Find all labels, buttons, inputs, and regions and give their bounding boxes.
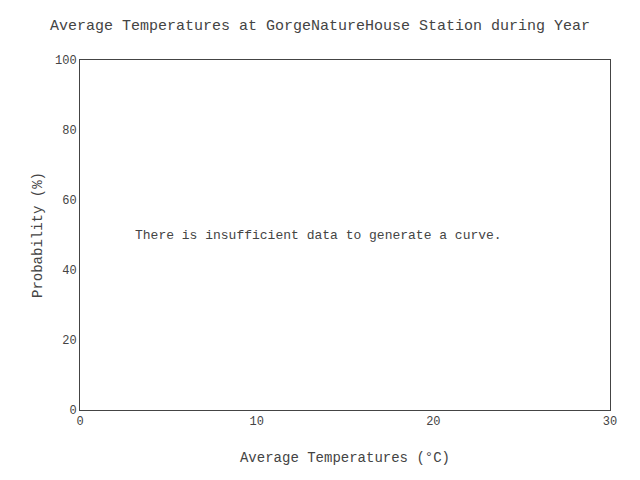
svg-text:20: 20 [426,415,440,429]
svg-text:10: 10 [249,415,263,429]
svg-text:80: 80 [62,124,76,138]
svg-text:30: 30 [603,415,617,429]
svg-text:Probability (%): Probability (%) [30,172,46,298]
svg-text:Average Temperatures (°C): Average Temperatures (°C) [240,450,450,466]
svg-text:40: 40 [62,264,76,278]
svg-text:There is insufficient data to: There is insufficient data to generate a… [135,228,502,243]
svg-text:60: 60 [62,194,76,208]
svg-text:0: 0 [69,404,76,418]
svg-text:Average Temperatures at GorgeN: Average Temperatures at GorgeNatureHouse… [50,18,590,35]
svg-text:0: 0 [76,415,83,429]
svg-text:100: 100 [55,54,77,68]
svg-text:20: 20 [62,334,76,348]
